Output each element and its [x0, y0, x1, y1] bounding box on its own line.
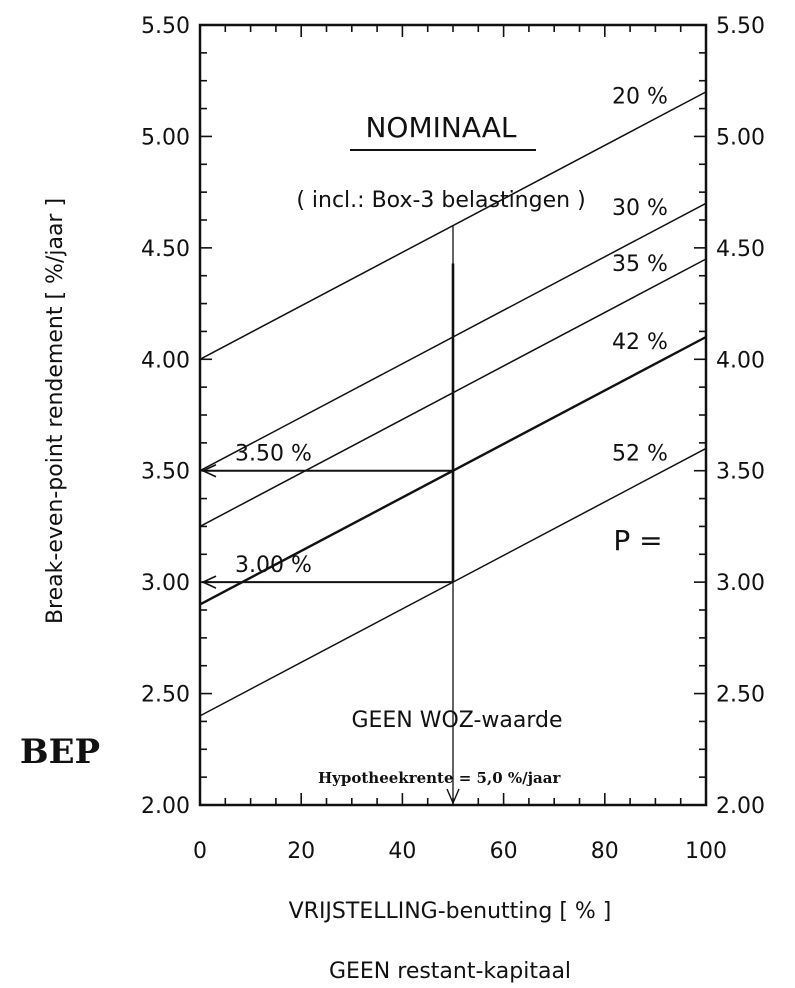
- y-tick-label-right: 5.50: [716, 14, 765, 39]
- series-label: 42 %: [612, 330, 668, 355]
- reference-arrow-icon: [446, 788, 460, 805]
- y-tick-label-right: 3.50: [716, 460, 765, 485]
- y-tick-label-right: 4.50: [716, 237, 765, 262]
- x-axis-subtitle: GEEN restant-kapitaal: [329, 959, 571, 984]
- plot-area: 0 20 40 60 80 100 2.00 2.00 2.50 2.50 3.00 3.00 3.50…: [141, 14, 765, 864]
- y-tick-label-right: 5.00: [716, 125, 765, 150]
- series-label: 35 %: [612, 252, 668, 277]
- x-tick-label: 40: [388, 839, 416, 864]
- x-tick-label: 20: [287, 839, 315, 864]
- reading-label: 3.00 %: [235, 553, 312, 578]
- x-tick-label: 0: [193, 839, 207, 864]
- reading-label: 3.50 %: [235, 442, 312, 467]
- y-tick-label-right: 4.00: [716, 348, 765, 373]
- reading-arrow-icon: [201, 463, 217, 478]
- y-axis-abbrev: BEP: [20, 732, 100, 772]
- y-tick-label-right: 2.00: [716, 794, 765, 819]
- x-axis-title: VRIJSTELLING-benutting [ % ]: [289, 899, 612, 924]
- annotation-woz: GEEN WOZ-waarde: [351, 708, 562, 733]
- y-tick-label-left: 4.50: [141, 237, 190, 262]
- y-tick-label-left: 3.00: [141, 571, 190, 596]
- x-tick-label: 60: [490, 839, 518, 864]
- chart-subtitle: ( incl.: Box-3 belastingen ): [296, 188, 585, 213]
- x-tick-label: 100: [685, 839, 727, 864]
- y-tick-label-left: 5.00: [141, 125, 190, 150]
- y-tick-label-left: 4.00: [141, 348, 190, 373]
- reading-arrow-icon: [201, 575, 217, 589]
- series-label: 52 %: [612, 441, 668, 466]
- p-label: P =: [613, 524, 662, 557]
- series-label: 20 %: [612, 85, 668, 110]
- y-axis-title: Break-even-point rendement [ %/jaar ]: [43, 198, 68, 624]
- y-tick-label-left: 5.50: [141, 14, 190, 39]
- y-tick-label-left: 2.50: [141, 683, 190, 708]
- x-tick-label: 80: [591, 839, 619, 864]
- y-tick-label-right: 3.00: [716, 571, 765, 596]
- y-tick-label-left: 3.50: [141, 460, 190, 485]
- series-label: 30 %: [612, 196, 668, 221]
- y-tick-label-right: 2.50: [716, 683, 765, 708]
- y-tick-label-left: 2.00: [141, 794, 190, 819]
- annotation-hypotheek: Hypotheekrente = 5,0 %/jaar: [318, 769, 561, 787]
- chart-title: NOMINAAL: [365, 111, 516, 144]
